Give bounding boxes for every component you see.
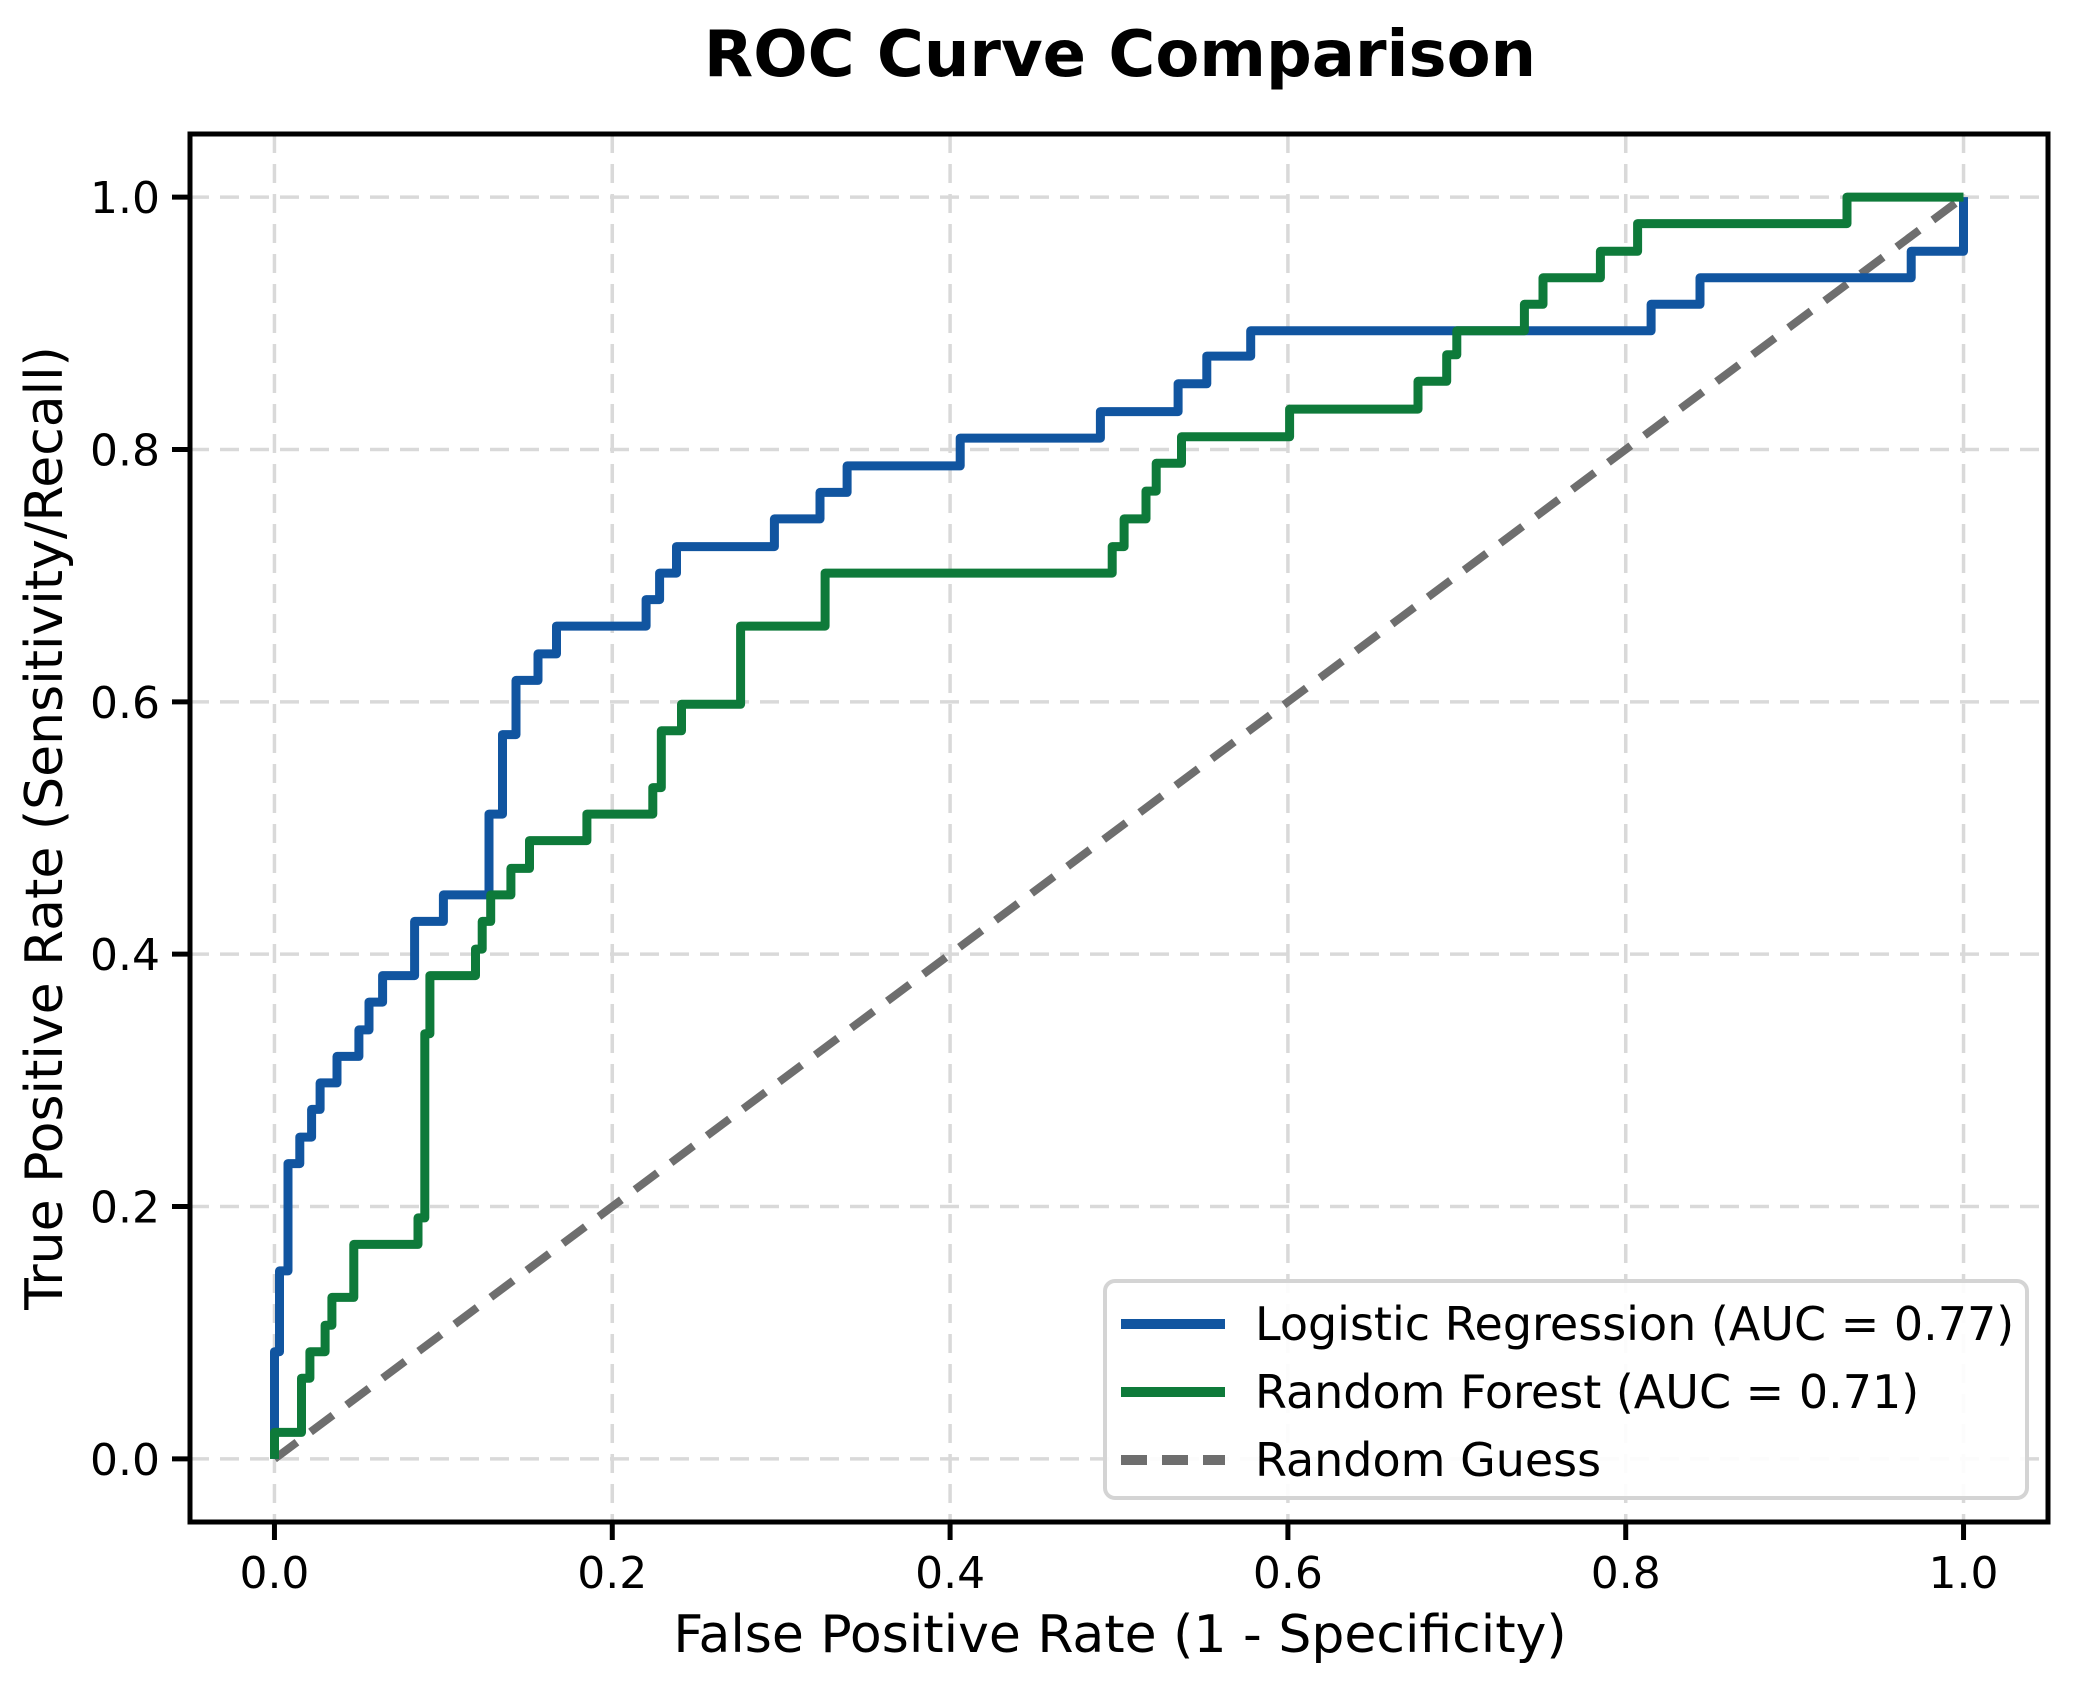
legend-label-logistic-regression: Logistic Regression (AUC = 0.77): [1255, 1297, 2014, 1351]
legend-line-samples: [1121, 1319, 1225, 1465]
roc-curve-logistic-regression: [270, 197, 1968, 1459]
x-tick-label: 0.2: [577, 1548, 647, 1599]
chart-title: ROC Curve Comparison: [704, 18, 1536, 92]
plot-area-border: [187, 131, 2051, 1525]
legend: Logistic Regression (AUC = 0.77) Random …: [1103, 1279, 2029, 1500]
y-tick-label: 0.4: [90, 930, 160, 981]
y-tick-label: 0.8: [90, 425, 160, 476]
legend-box: [1103, 1279, 2029, 1500]
roc-curve-random-forest: [270, 192, 1964, 1459]
x-tick-label: 0.4: [915, 1548, 985, 1599]
y-tick-label: 1.0: [90, 173, 160, 224]
legend-label-random-forest: Random Forest (AUC = 0.71): [1255, 1365, 1919, 1419]
legend-label-random-guess: Random Guess: [1255, 1433, 1601, 1487]
x-tick-label: 1.0: [1929, 1548, 1999, 1599]
x-tick-label: 0.6: [1253, 1548, 1323, 1599]
y-axis-label: True Positive Rate (Sensitivity/Recall): [15, 346, 75, 1311]
roc-curves: [270, 192, 1968, 1463]
y-tick-label: 0.6: [90, 678, 160, 729]
y-tick-label: 0.2: [90, 1183, 160, 1234]
axis-ticks: 0.0 0.2 0.4 0.6 0.8 1.0 0.0 0.2 0.4 0.6 0.8 1.0: [90, 173, 1999, 1599]
x-tick-label: 0.8: [1591, 1548, 1661, 1599]
y-tick-label: 0.0: [90, 1435, 160, 1486]
x-tick-label: 0.0: [239, 1548, 309, 1599]
random-guess-line: [272, 193, 1966, 1463]
x-axis-label: False Positive Rate (1 - Specificity): [673, 1605, 1566, 1665]
